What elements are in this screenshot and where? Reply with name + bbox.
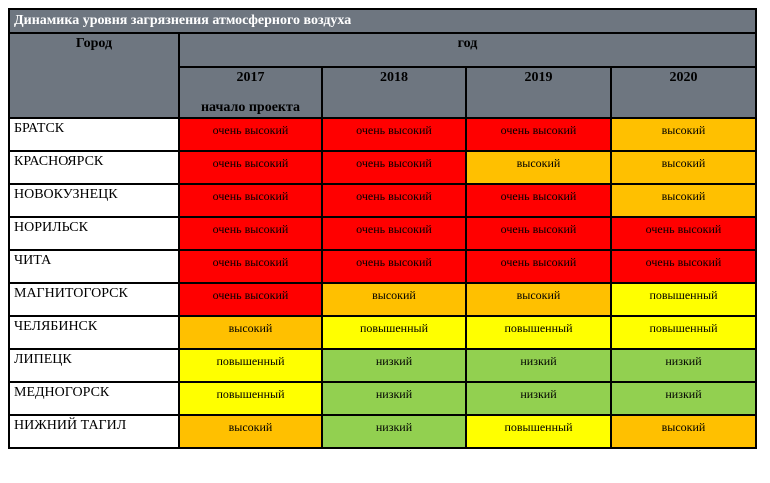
city-cell: НОВОКУЗНЕЦК [8, 183, 180, 218]
pollution-level-cell: низкий [321, 381, 467, 416]
pollution-level-cell: очень высокий [178, 183, 323, 218]
pollution-level-cell: очень высокий [178, 249, 323, 284]
pollution-table-container: Динамика уровня загрязнения атмосферного… [8, 8, 757, 449]
header-row-groups: Город год [8, 32, 757, 119]
city-cell: НИЖНИЙ ТАГИЛ [8, 414, 180, 449]
column-header-2020: 2020 [610, 66, 757, 119]
city-cell: ЧЕЛЯБИНСК [8, 315, 180, 350]
city-cell: НОРИЛЬСК [8, 216, 180, 251]
city-cell: МЕДНОГОРСК [8, 381, 180, 416]
table-row: ЧЕЛЯБИНСК высокий повышенный повышенный повы… [8, 315, 757, 350]
pollution-level-cell: очень высокий [178, 150, 323, 185]
pollution-level-cell: высокий [610, 150, 757, 185]
year-label-2017: 2017 [236, 70, 265, 85]
column-header-2019: 2019 [465, 66, 612, 119]
column-header-2018: 2018 [321, 66, 467, 119]
column-header-year-group: год [178, 32, 757, 68]
pollution-table: Динамика уровня загрязнения атмосферного… [8, 8, 757, 449]
pollution-level-cell: высокий [465, 282, 612, 317]
pollution-level-cell: низкий [610, 381, 757, 416]
pollution-level-cell: очень высокий [178, 117, 323, 152]
city-cell: ЛИПЕЦК [8, 348, 180, 383]
column-header-2017: 2017 начало проекта [178, 66, 323, 119]
pollution-level-cell: высокий [178, 414, 323, 449]
pollution-level-cell: очень высокий [321, 150, 467, 185]
pollution-level-cell: очень высокий [610, 249, 757, 284]
city-cell: БРАТСК [8, 117, 180, 152]
city-cell: ЧИТА [8, 249, 180, 284]
table-row: МЕДНОГОРСК повышенный низкий низкий низкий [8, 381, 757, 416]
city-cell: КРАСНОЯРСК [8, 150, 180, 185]
table-body: Динамика уровня загрязнения атмосферного… [8, 8, 757, 449]
pollution-level-cell: повышенный [465, 414, 612, 449]
pollution-level-cell: повышенный [178, 348, 323, 383]
pollution-level-cell: высокий [610, 183, 757, 218]
pollution-level-cell: очень высокий [321, 117, 467, 152]
pollution-level-cell: высокий [610, 117, 757, 152]
pollution-level-cell: высокий [321, 282, 467, 317]
header-row-years: 2017 начало проекта 2018 2019 2020 [9, 66, 757, 119]
city-cell: МАГНИТОГОРСК [8, 282, 180, 317]
pollution-level-cell: повышенный [321, 315, 467, 350]
pollution-level-cell: высокий [465, 150, 612, 185]
pollution-level-cell: очень высокий [465, 117, 612, 152]
pollution-level-cell: повышенный [465, 315, 612, 350]
table-row: КРАСНОЯРСК очень высокий очень высокий высо… [8, 150, 757, 185]
year-2017-subtitle: начало проекта [200, 100, 301, 115]
table-row: ЧИТА очень высокий очень высокий очень высо… [8, 249, 757, 284]
pollution-level-cell: повышенный [178, 381, 323, 416]
pollution-level-cell: очень высокий [465, 183, 612, 218]
table-row: БРАТСК очень высокий очень высокий очень вы… [8, 117, 757, 152]
table-row: НОРИЛЬСК очень высокий очень высокий очень … [8, 216, 757, 251]
pollution-level-cell: высокий [178, 315, 323, 350]
table-row: НИЖНИЙ ТАГИЛ высокий низкий повышенный высок… [8, 414, 757, 449]
pollution-level-cell: низкий [465, 348, 612, 383]
table-row: МАГНИТОГОРСК очень высокий высокий высокий п… [8, 282, 757, 317]
pollution-level-cell: повышенный [610, 282, 757, 317]
pollution-level-cell: очень высокий [610, 216, 757, 251]
pollution-level-cell: очень высокий [321, 183, 467, 218]
pollution-level-cell: очень высокий [178, 282, 323, 317]
column-header-city: Город [8, 32, 180, 119]
table-row: ЛИПЕЦК повышенный низкий низкий низкий [8, 348, 757, 383]
pollution-level-cell: высокий [610, 414, 757, 449]
pollution-level-cell: очень высокий [321, 249, 467, 284]
pollution-level-cell: очень высокий [178, 216, 323, 251]
title-row: Динамика уровня загрязнения атмосферного… [8, 8, 757, 34]
pollution-level-cell: низкий [321, 414, 467, 449]
pollution-level-cell: низкий [610, 348, 757, 383]
pollution-level-cell: очень высокий [321, 216, 467, 251]
table-row: НОВОКУЗНЕЦК очень высокий очень высокий оче… [8, 183, 757, 218]
pollution-level-cell: повышенный [610, 315, 757, 350]
pollution-level-cell: низкий [321, 348, 467, 383]
table-title: Динамика уровня загрязнения атмосферного… [8, 8, 757, 34]
pollution-level-cell: очень высокий [465, 249, 612, 284]
pollution-level-cell: низкий [465, 381, 612, 416]
pollution-level-cell: очень высокий [465, 216, 612, 251]
